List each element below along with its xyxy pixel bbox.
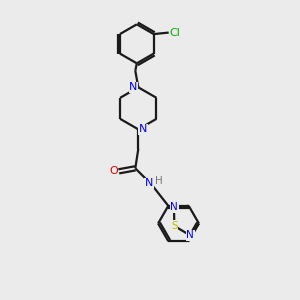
Text: N: N — [145, 178, 153, 188]
Text: O: O — [109, 166, 118, 176]
Text: N: N — [186, 230, 194, 240]
Text: Cl: Cl — [170, 28, 181, 38]
Text: H: H — [155, 176, 163, 186]
Text: N: N — [129, 82, 138, 92]
Text: N: N — [139, 124, 147, 134]
Text: N: N — [170, 202, 178, 212]
Text: S: S — [171, 221, 178, 231]
